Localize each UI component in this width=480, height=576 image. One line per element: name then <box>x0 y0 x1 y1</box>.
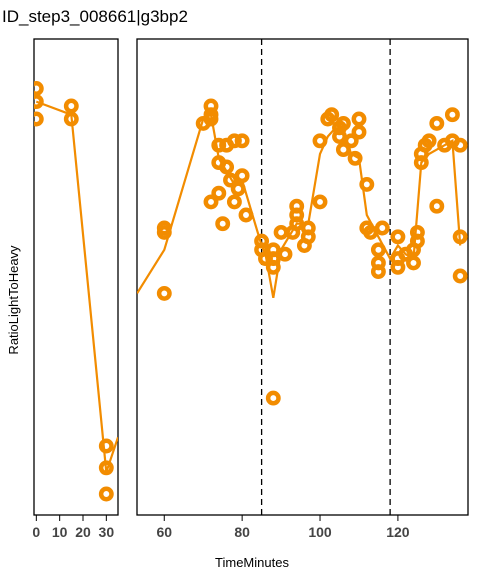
right-data-point-40 <box>324 107 340 123</box>
right-data-point-49 <box>359 176 375 192</box>
right-data-point-38 <box>312 133 328 149</box>
left-data-point-7 <box>98 486 114 502</box>
right-data-point-54 <box>370 264 386 280</box>
right-x-tick-label-80: 80 <box>234 524 250 540</box>
right-data-point-69 <box>429 198 445 214</box>
left-x-tick-label-0: 0 <box>32 524 40 540</box>
right-data-point-56 <box>390 229 406 245</box>
right-data-point-20 <box>238 207 254 223</box>
right-data-point-63 <box>409 224 425 240</box>
right-data-point-68 <box>429 115 445 131</box>
right-data-point-58 <box>390 259 406 275</box>
right-data-point-36 <box>300 220 316 236</box>
left-x-tick-label-30: 30 <box>99 524 115 540</box>
right-data-point-67 <box>421 133 437 149</box>
y-axis-title: RatioLightToHeavy <box>6 245 21 355</box>
right-data-point-75 <box>452 268 468 284</box>
chart-title: ID_step3_008661|g3bp2 <box>2 7 188 26</box>
right-data-point-37 <box>312 194 328 210</box>
left-data-point-3 <box>63 98 79 114</box>
left-data-point-4 <box>63 111 79 127</box>
right-data-point-13 <box>223 172 238 188</box>
left-data-point-2 <box>34 111 44 127</box>
right-x-tick-label-120: 120 <box>386 524 410 540</box>
left-series-line <box>35 100 118 473</box>
right-data-point-9 <box>211 185 227 201</box>
right-data-point-17 <box>203 194 219 210</box>
right-data-point-73 <box>452 137 468 153</box>
right-data-point-46 <box>347 150 363 166</box>
left-data-point-5 <box>98 438 114 454</box>
left-plot-area <box>34 81 118 502</box>
right-data-point-16 <box>230 181 246 197</box>
right-data-point-33 <box>289 216 305 232</box>
right-data-point-51 <box>363 224 379 240</box>
right-series-line <box>137 112 462 298</box>
right-plot-area <box>137 39 468 515</box>
right-data-point-12 <box>219 159 235 175</box>
right-panel: 60 80 100 120 <box>136 38 469 540</box>
right-data-point-48 <box>351 124 367 140</box>
right-data-point-2 <box>156 285 172 301</box>
right-data-point-74 <box>452 229 468 245</box>
left-data-point-6 <box>98 460 114 476</box>
left-x-tick-label-20: 20 <box>75 524 91 540</box>
x-axis-title: TimeMinutes <box>215 555 289 570</box>
right-data-point-65 <box>413 155 429 171</box>
right-data-point-55 <box>374 220 390 236</box>
right-data-point-23 <box>258 251 273 267</box>
right-x-tick-label-60: 60 <box>156 524 172 540</box>
right-data-point-26 <box>265 259 281 275</box>
right-data-point-29 <box>277 246 293 262</box>
right-data-point-28 <box>273 224 289 240</box>
right-data-point-43 <box>335 115 351 131</box>
right-data-point-7 <box>211 137 227 153</box>
left-panel: 0 10 20 30 <box>32 38 119 540</box>
left-data-point-1 <box>34 94 44 110</box>
right-data-point-45 <box>343 133 359 149</box>
right-data-point-60 <box>406 255 421 271</box>
right-data-point-14 <box>226 133 242 149</box>
right-data-point-6 <box>203 111 219 127</box>
right-data-point-44 <box>335 142 351 158</box>
left-panel-frame <box>33 38 119 516</box>
right-data-point-52 <box>370 242 386 258</box>
left-data-point-0 <box>34 81 44 96</box>
right-data-point-10 <box>215 216 231 232</box>
right-data-point-1 <box>156 224 172 240</box>
right-data-point-15 <box>226 194 242 210</box>
right-data-point-47 <box>351 111 367 127</box>
left-x-tick-label-10: 10 <box>52 524 68 540</box>
right-data-point-19 <box>234 168 250 184</box>
right-panel-frame <box>136 38 469 516</box>
right-data-point-42 <box>332 129 347 144</box>
right-data-point-72 <box>444 107 460 123</box>
right-data-point-27 <box>265 390 281 406</box>
right-data-point-18 <box>234 133 250 149</box>
right-x-tick-label-100: 100 <box>308 524 332 540</box>
